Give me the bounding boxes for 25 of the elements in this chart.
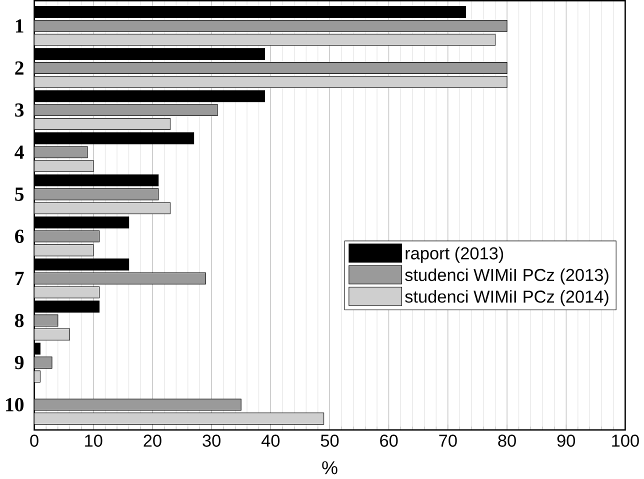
legend-label: studenci WIMiI PCz (2013) xyxy=(405,268,608,285)
legend-label: raport (2013) xyxy=(406,246,504,264)
x-tick-label: 90 xyxy=(557,434,576,448)
x-tick-label: 20 xyxy=(144,434,162,448)
y-tick-label: 2 xyxy=(15,62,24,75)
x-tick-label: 30 xyxy=(202,434,220,448)
y-tick-label: 8 xyxy=(15,314,24,328)
x-tick-label: 0 xyxy=(30,434,38,448)
y-tick-label: 7 xyxy=(16,272,24,286)
y-tick-label: 3 xyxy=(15,104,24,117)
x-tick-label: 80 xyxy=(498,434,516,448)
x-axis-title: % xyxy=(322,461,338,474)
y-tick-label: 4 xyxy=(14,146,24,159)
x-tick-label: 40 xyxy=(261,434,280,448)
y-tick-label: 1 xyxy=(16,20,24,33)
y-tick-label: 6 xyxy=(15,230,24,244)
y-tick-label: 10 xyxy=(6,398,24,412)
x-tick-label: 60 xyxy=(380,434,398,448)
x-tick-label: 50 xyxy=(320,434,339,448)
x-tick-label: 10 xyxy=(85,434,102,448)
x-tick-label: 70 xyxy=(439,434,457,448)
x-tick-label: 100 xyxy=(612,434,639,448)
y-tick-label: 5 xyxy=(15,188,24,202)
y-tick-label: 9 xyxy=(14,356,24,370)
legend-label: studenci WIMiI PCz (2014) xyxy=(405,290,608,306)
